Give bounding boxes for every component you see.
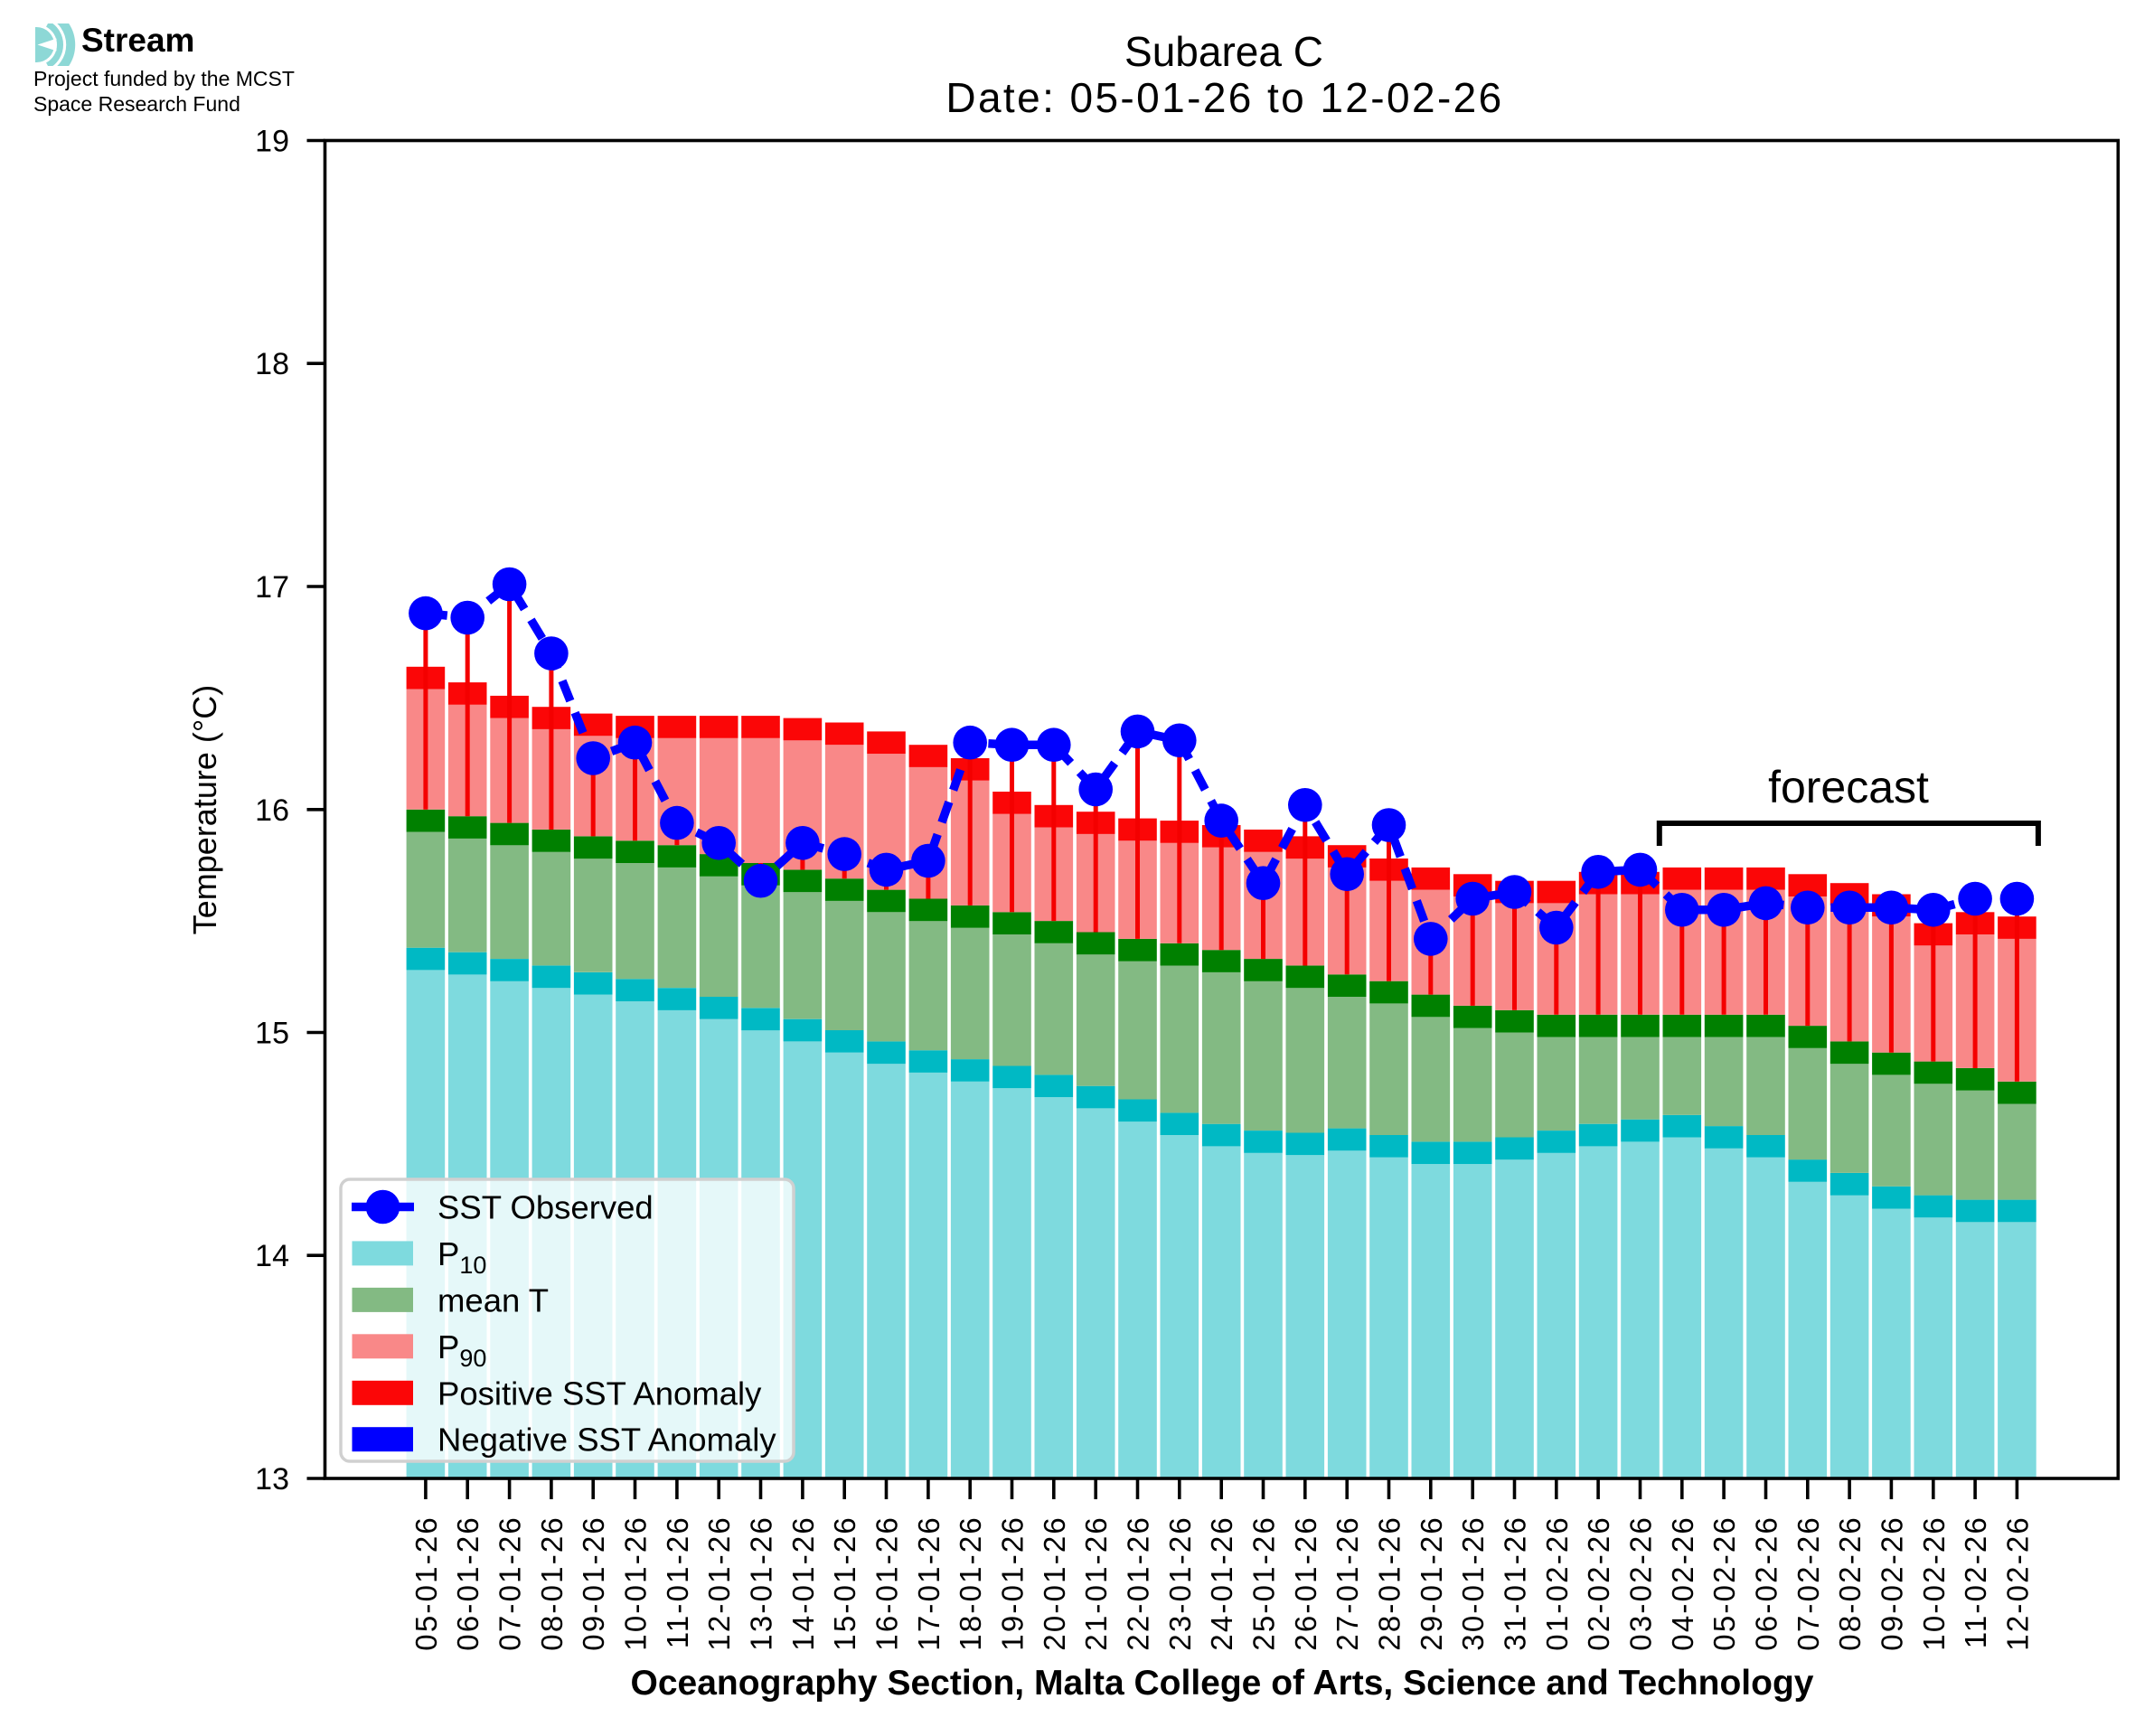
svg-text:14-01-26: 14-01-26 [786,1515,820,1651]
svg-text:Negative SST Anomaly: Negative SST Anomaly [437,1422,776,1459]
svg-text:05-02-26: 05-02-26 [1707,1515,1741,1651]
svg-text:Temperature (°C): Temperature (°C) [186,685,223,934]
svg-text:mean T: mean T [437,1281,549,1318]
svg-text:11-02-26: 11-02-26 [1959,1515,1992,1648]
svg-text:09-02-26: 09-02-26 [1875,1515,1908,1651]
svg-text:28-01-26: 28-01-26 [1373,1515,1406,1651]
svg-text:07-01-26: 07-01-26 [494,1515,527,1651]
svg-text:Project funded by the MCST: Project funded by the MCST [33,67,295,90]
svg-text:26-01-26: 26-01-26 [1289,1515,1322,1651]
svg-text:17: 17 [255,570,289,605]
svg-text:13: 13 [255,1462,289,1497]
svg-text:12-01-26: 12-01-26 [702,1515,736,1651]
svg-text:24-01-26: 24-01-26 [1205,1515,1238,1651]
svg-text:18: 18 [255,347,289,381]
svg-text:29-01-26: 29-01-26 [1415,1515,1448,1651]
svg-text:20-01-26: 20-01-26 [1038,1515,1071,1651]
svg-text:Oceanography Section, Malta Co: Oceanography Section, Malta College of A… [631,1664,1814,1703]
svg-text:15: 15 [255,1017,289,1051]
svg-text:forecast: forecast [1768,762,1929,812]
svg-text:27-01-26: 27-01-26 [1331,1515,1364,1651]
svg-text:25-01-26: 25-01-26 [1247,1515,1281,1651]
svg-text:02-02-26: 02-02-26 [1582,1515,1615,1651]
svg-text:08-02-26: 08-02-26 [1833,1515,1867,1651]
svg-text:17-01-26: 17-01-26 [912,1515,945,1651]
svg-text:16: 16 [255,793,289,828]
svg-text:Stream: Stream [81,22,194,59]
svg-text:Subarea C: Subarea C [1124,28,1323,75]
svg-text:18-01-26: 18-01-26 [954,1515,987,1651]
svg-text:Date: 05-01-26 to 12-02-26: Date: 05-01-26 to 12-02-26 [945,74,1503,121]
svg-text:SST Observed: SST Observed [437,1189,654,1226]
svg-text:15-01-26: 15-01-26 [828,1515,861,1651]
svg-text:01-02-26: 01-02-26 [1540,1515,1574,1651]
svg-text:22-01-26: 22-01-26 [1122,1515,1155,1651]
svg-text:30-01-26: 30-01-26 [1456,1515,1490,1651]
svg-text:03-02-26: 03-02-26 [1624,1515,1658,1651]
svg-text:13-01-26: 13-01-26 [745,1515,778,1651]
svg-text:19: 19 [255,125,289,159]
svg-text:Space Research Fund: Space Research Fund [33,92,240,116]
svg-text:21-01-26: 21-01-26 [1079,1515,1113,1651]
svg-text:12-02-26: 12-02-26 [2000,1515,2034,1651]
svg-text:14: 14 [255,1239,289,1273]
svg-text:23-01-26: 23-01-26 [1163,1515,1197,1651]
svg-text:Positive SST Anomaly: Positive SST Anomaly [437,1375,762,1412]
svg-text:06-01-26: 06-01-26 [451,1515,484,1651]
svg-text:09-01-26: 09-01-26 [577,1515,610,1651]
svg-text:11-01-26: 11-01-26 [661,1515,694,1648]
svg-text:31-01-26: 31-01-26 [1499,1515,1532,1651]
svg-text:06-02-26: 06-02-26 [1750,1515,1783,1651]
svg-text:19-01-26: 19-01-26 [996,1515,1030,1651]
svg-text:16-01-26: 16-01-26 [870,1515,904,1651]
svg-text:04-02-26: 04-02-26 [1666,1515,1699,1651]
svg-text:10-01-26: 10-01-26 [619,1515,653,1651]
svg-text:05-01-26: 05-01-26 [409,1515,443,1651]
svg-text:10-02-26: 10-02-26 [1917,1515,1951,1651]
svg-text:08-01-26: 08-01-26 [535,1515,569,1651]
svg-text:07-02-26: 07-02-26 [1792,1515,1825,1651]
